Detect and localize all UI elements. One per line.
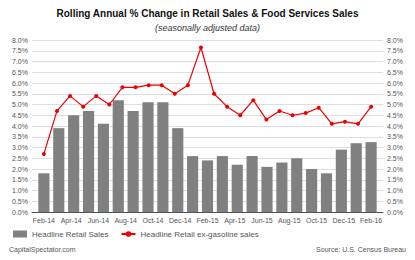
- svg-text:6.0%: 6.0%: [12, 80, 28, 87]
- svg-text:3.0%: 3.0%: [387, 144, 403, 151]
- svg-text:7.0%: 7.0%: [12, 58, 28, 65]
- svg-text:Source: U.S. Census Bureau: Source: U.S. Census Bureau: [316, 246, 406, 253]
- svg-text:2.5%: 2.5%: [387, 155, 403, 162]
- svg-text:Feb-14: Feb-14: [33, 217, 55, 224]
- svg-text:3.5%: 3.5%: [12, 133, 28, 140]
- svg-text:Oct-15: Oct-15: [306, 217, 327, 224]
- svg-text:1.5%: 1.5%: [387, 176, 403, 183]
- svg-text:6.5%: 6.5%: [12, 69, 28, 76]
- svg-text:5.0%: 5.0%: [12, 101, 28, 108]
- svg-text:Aug-15: Aug-15: [278, 217, 301, 225]
- svg-text:3.5%: 3.5%: [387, 133, 403, 140]
- svg-text:3.0%: 3.0%: [12, 144, 28, 151]
- svg-text:1.0%: 1.0%: [12, 187, 28, 194]
- svg-text:5.5%: 5.5%: [387, 90, 403, 97]
- svg-text:Oct-14: Oct-14: [142, 217, 163, 224]
- svg-text:Apr-14: Apr-14: [61, 217, 82, 225]
- svg-text:4.5%: 4.5%: [387, 112, 403, 119]
- svg-text:0.5%: 0.5%: [387, 198, 403, 205]
- svg-text:6.0%: 6.0%: [387, 80, 403, 87]
- svg-text:8.0%: 8.0%: [12, 37, 28, 44]
- svg-text:0.0%: 0.0%: [387, 209, 403, 216]
- svg-text:6.5%: 6.5%: [387, 69, 403, 76]
- svg-text:2.5%: 2.5%: [12, 155, 28, 162]
- svg-text:4.5%: 4.5%: [12, 112, 28, 119]
- svg-text:Apr-15: Apr-15: [224, 217, 245, 225]
- svg-text:Jun-14: Jun-14: [88, 217, 110, 224]
- svg-text:Dec-14: Dec-14: [169, 217, 192, 224]
- svg-text:1.0%: 1.0%: [387, 187, 403, 194]
- svg-text:Feb-16: Feb-16: [360, 217, 382, 224]
- svg-text:Headline Retail Sales: Headline Retail Sales: [32, 230, 109, 239]
- svg-text:Jun-15: Jun-15: [251, 217, 273, 224]
- svg-text:CapitalSpectator.com: CapitalSpectator.com: [9, 246, 76, 254]
- svg-text:0.5%: 0.5%: [12, 198, 28, 205]
- svg-text:4.0%: 4.0%: [387, 123, 403, 130]
- svg-text:5.5%: 5.5%: [12, 90, 28, 97]
- svg-text:7.5%: 7.5%: [387, 47, 403, 54]
- svg-text:Rolling Annual % Change in Ret: Rolling Annual % Change in Retail Sales …: [57, 8, 359, 19]
- svg-text:2.0%: 2.0%: [12, 166, 28, 173]
- svg-text:1.5%: 1.5%: [12, 176, 28, 183]
- svg-text:Dec-15: Dec-15: [333, 217, 356, 224]
- svg-text:8.0%: 8.0%: [387, 37, 403, 44]
- svg-text:7.0%: 7.0%: [387, 58, 403, 65]
- svg-text:Headline Retail ex-gasoline sa: Headline Retail ex-gasoline sales: [140, 230, 258, 239]
- svg-text:2.0%: 2.0%: [387, 166, 403, 173]
- svg-text:5.0%: 5.0%: [387, 101, 403, 108]
- svg-text:Aug-14: Aug-14: [114, 217, 137, 225]
- svg-text:4.0%: 4.0%: [12, 123, 28, 130]
- svg-text:7.5%: 7.5%: [12, 47, 28, 54]
- svg-text:0.0%: 0.0%: [12, 209, 28, 216]
- svg-text:(seasonally adjusted data): (seasonally adjusted data): [155, 23, 260, 33]
- svg-text:Feb-15: Feb-15: [196, 217, 218, 224]
